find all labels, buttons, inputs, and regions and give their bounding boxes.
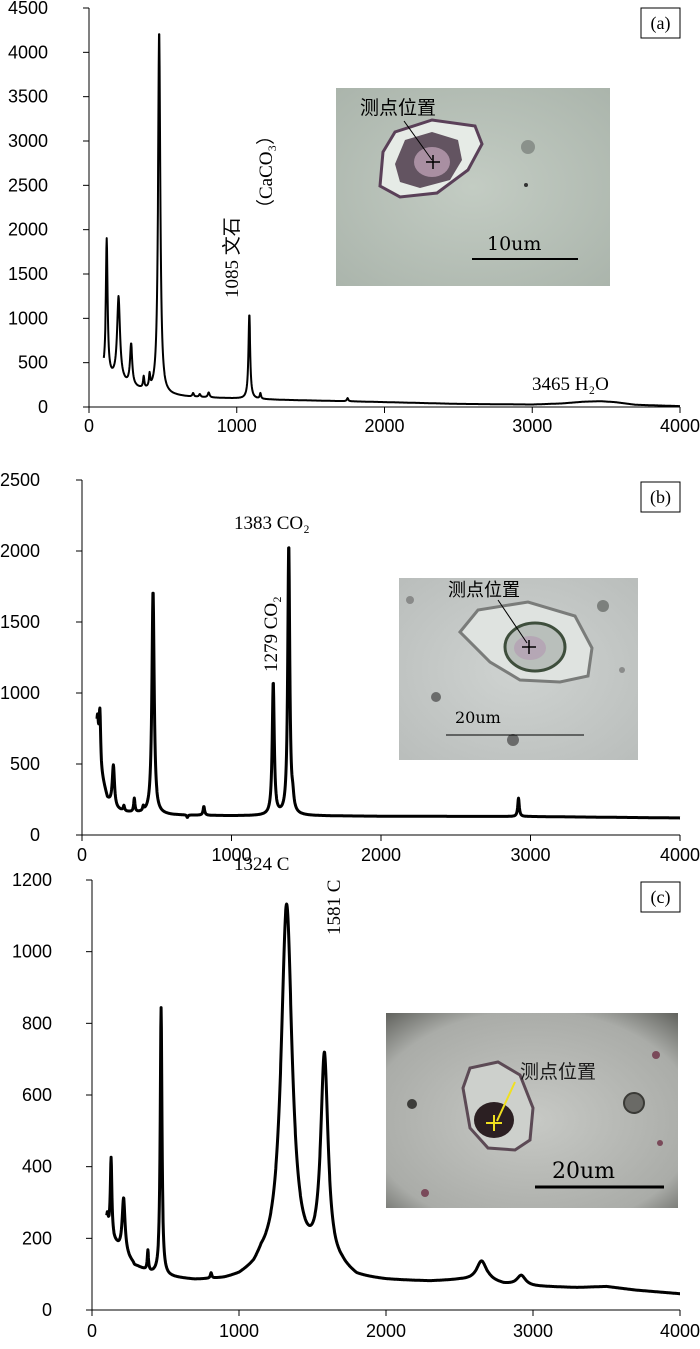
panel-c-peak-1581-label: 1581 C bbox=[324, 880, 345, 935]
panel-a-label: (a) bbox=[651, 13, 671, 34]
panel-c-x-ticks: 0 1000 2000 3000 4000 bbox=[87, 1310, 700, 1341]
panel-a-peak-1085-formula: （CaCO₃） bbox=[255, 126, 277, 218]
x-tick-label: 2000 bbox=[364, 416, 404, 436]
panel-b-peak-1279-label: 1279 CO₂ bbox=[261, 596, 282, 672]
panel-c-micrograph: 测点位置 20um bbox=[386, 1013, 678, 1208]
x-tick-label: 1000 bbox=[219, 1321, 259, 1341]
panel-b-x-ticks: 0 1000 2000 3000 4000 bbox=[77, 835, 700, 865]
panel-b-spectrum-line bbox=[95, 546, 682, 820]
panel-b-y-ticks: 0 500 1000 1500 2000 2500 bbox=[0, 470, 82, 845]
panel-a: 0 500 1000 1500 2000 2500 3000 3500 4000 4500 0 10… bbox=[8, 0, 700, 436]
panel-b-peak-1383-label: 1383 CO₂ bbox=[234, 513, 310, 534]
y-tick-label: 200 bbox=[22, 1228, 52, 1248]
panel-a-peak-1085-label: 1085 文石 （CaCO₃） bbox=[221, 126, 277, 298]
x-tick-label: 0 bbox=[77, 845, 87, 865]
x-tick-label: 4000 bbox=[660, 845, 700, 865]
y-tick-label: 3000 bbox=[8, 131, 48, 151]
panel-a-micrograph: 测点位置 10um bbox=[336, 88, 610, 286]
y-tick-label: 600 bbox=[22, 1085, 52, 1105]
panel-c-label: (c) bbox=[651, 887, 671, 908]
panel-c-scale-text: 20um bbox=[552, 1159, 615, 1184]
y-tick-label: 0 bbox=[42, 1300, 52, 1320]
y-tick-label: 4000 bbox=[8, 42, 48, 62]
y-tick-label: 500 bbox=[10, 754, 40, 774]
x-tick-label: 1000 bbox=[211, 845, 251, 865]
panel-a-measure-label: 测点位置 bbox=[360, 97, 436, 119]
panel-b-label-box: (b) bbox=[640, 481, 681, 513]
y-tick-label: 1200 bbox=[12, 870, 52, 890]
y-tick-label: 3500 bbox=[8, 87, 48, 107]
panel-a-peak-3465-label: 3465 H₂O bbox=[532, 374, 609, 395]
x-tick-label: 3000 bbox=[513, 1321, 553, 1341]
x-tick-label: 4000 bbox=[660, 1321, 700, 1341]
y-tick-label: 2000 bbox=[8, 220, 48, 240]
x-tick-label: 3000 bbox=[512, 416, 552, 436]
panel-b-scale-text: 20um bbox=[455, 708, 501, 727]
panel-b-label: (b) bbox=[650, 487, 671, 508]
panel-b-peak-1279-text: 1279 CO₂ bbox=[261, 596, 282, 672]
y-tick-label: 2500 bbox=[8, 175, 48, 195]
panel-b: 0 500 1000 1500 2000 2500 0 1000 2000 3000 4000 (… bbox=[0, 470, 700, 865]
x-tick-label: 3000 bbox=[510, 845, 550, 865]
x-tick-label: 4000 bbox=[660, 416, 700, 436]
y-tick-label: 1000 bbox=[12, 942, 52, 962]
y-tick-label: 1000 bbox=[0, 683, 40, 703]
panel-b-micrograph: 测点位置 20um bbox=[399, 578, 638, 760]
y-tick-label: 1500 bbox=[8, 264, 48, 284]
x-tick-label: 2000 bbox=[366, 1321, 406, 1341]
y-tick-label: 1500 bbox=[0, 612, 40, 632]
panel-a-scale-text: 10um bbox=[487, 233, 541, 255]
x-tick-label: 1000 bbox=[217, 416, 257, 436]
y-tick-label: 2500 bbox=[0, 470, 40, 490]
y-tick-label: 0 bbox=[30, 825, 40, 845]
panel-c-peak-1324-label: 1324 C bbox=[234, 854, 289, 875]
panel-a-x-ticks: 0 1000 2000 3000 4000 bbox=[84, 407, 700, 436]
panel-c-measure-label: 测点位置 bbox=[520, 1061, 596, 1083]
panel-a-spectrum-line bbox=[102, 33, 681, 408]
panel-a-peak-1085-text: 1085 文石 bbox=[221, 217, 243, 298]
x-tick-label: 0 bbox=[87, 1321, 97, 1341]
panel-a-y-ticks: 0 500 1000 1500 2000 2500 3000 3500 4000 4500 bbox=[8, 0, 89, 417]
y-tick-label: 1000 bbox=[8, 308, 48, 328]
y-tick-label: 400 bbox=[22, 1157, 52, 1177]
y-tick-label: 4500 bbox=[8, 0, 48, 18]
panel-a-label-box: (a) bbox=[640, 7, 681, 39]
y-tick-label: 0 bbox=[38, 397, 48, 417]
panel-c-spectrum-line bbox=[105, 902, 682, 1296]
y-tick-label: 800 bbox=[22, 1013, 52, 1033]
y-tick-label: 2000 bbox=[0, 541, 40, 561]
panel-b-measure-label: 测点位置 bbox=[448, 580, 520, 601]
y-tick-label: 500 bbox=[18, 353, 48, 373]
x-tick-label: 2000 bbox=[361, 845, 401, 865]
x-tick-label: 0 bbox=[84, 416, 94, 436]
panel-c-y-ticks: 0 200 400 600 800 1000 1200 bbox=[12, 870, 92, 1320]
panel-c-peak-1581-text: 1581 C bbox=[324, 880, 345, 935]
panel-c-label-box: (c) bbox=[640, 881, 681, 913]
